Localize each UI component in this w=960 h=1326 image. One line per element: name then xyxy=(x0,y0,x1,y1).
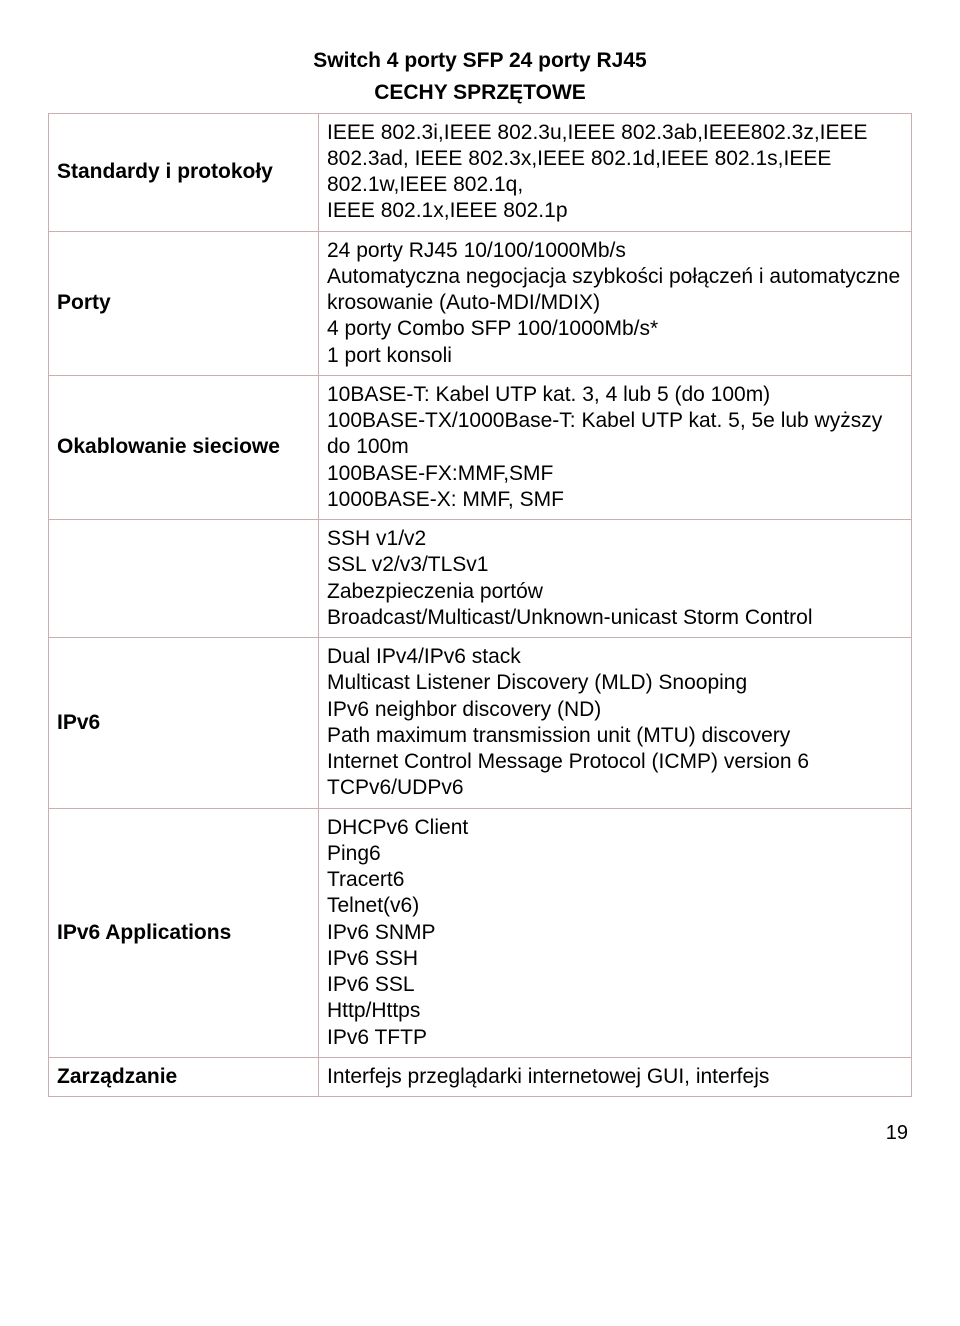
table-row: Okablowanie sieciowe 10BASE-T: Kabel UTP… xyxy=(49,375,912,519)
doc-title-line1: Switch 4 porty SFP 24 porty RJ45 xyxy=(48,48,912,74)
table-row: IPv6 Dual IPv4/IPv6 stackMulticast Liste… xyxy=(49,638,912,809)
row-label: Porty xyxy=(49,231,319,375)
row-label: Okablowanie sieciowe xyxy=(49,375,319,519)
row-content: SSH v1/v2SSL v2/v3/TLSv1Zabezpieczenia p… xyxy=(319,520,912,638)
row-label: IPv6 xyxy=(49,638,319,809)
doc-title-line2: CECHY SPRZĘTOWE xyxy=(48,80,912,106)
page-number: 19 xyxy=(48,1121,912,1146)
row-content: Interfejs przeglądarki internetowej GUI,… xyxy=(319,1057,912,1096)
spec-table: Standardy i protokoły IEEE 802.3i,IEEE 8… xyxy=(48,113,912,1098)
table-row: Zarządzanie Interfejs przeglądarki inter… xyxy=(49,1057,912,1096)
table-row: IPv6 Applications DHCPv6 ClientPing6Trac… xyxy=(49,808,912,1057)
row-content: 10BASE-T: Kabel UTP kat. 3, 4 lub 5 (do … xyxy=(319,375,912,519)
row-label: Standardy i protokoły xyxy=(49,113,319,231)
row-content: Dual IPv4/IPv6 stackMulticast Listener D… xyxy=(319,638,912,809)
table-row: Porty 24 porty RJ45 10/100/1000Mb/sAutom… xyxy=(49,231,912,375)
row-label: IPv6 Applications xyxy=(49,808,319,1057)
row-label: Zarządzanie xyxy=(49,1057,319,1096)
row-content: DHCPv6 ClientPing6Tracert6Telnet(v6)IPv6… xyxy=(319,808,912,1057)
table-row: Standardy i protokoły IEEE 802.3i,IEEE 8… xyxy=(49,113,912,231)
row-label xyxy=(49,520,319,638)
table-row: SSH v1/v2SSL v2/v3/TLSv1Zabezpieczenia p… xyxy=(49,520,912,638)
row-content: IEEE 802.3i,IEEE 802.3u,IEEE 802.3ab,IEE… xyxy=(319,113,912,231)
row-content: 24 porty RJ45 10/100/1000Mb/sAutomatyczn… xyxy=(319,231,912,375)
